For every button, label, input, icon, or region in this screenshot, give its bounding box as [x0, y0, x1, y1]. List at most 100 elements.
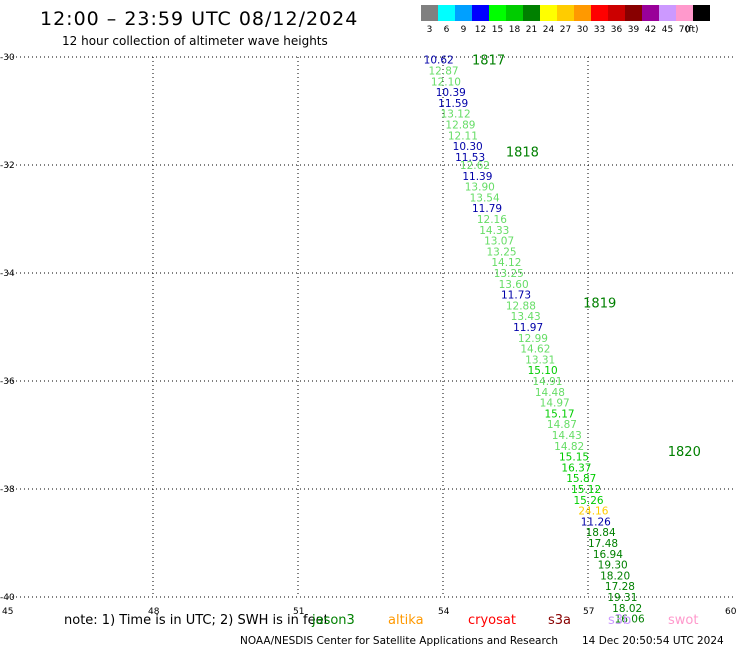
wave-height-label: 16.37: [561, 462, 591, 474]
credit-line: NOAA/NESDIS Center for Satellite Applica…: [240, 635, 558, 647]
wave-height-label: 13.25: [494, 268, 524, 280]
wave-height-label: 13.25: [487, 246, 517, 258]
legend-swatch: [523, 5, 540, 21]
y-tick-label: -36: [0, 377, 15, 387]
legend-label: 15: [491, 25, 504, 35]
page-title: 12:00 – 23:59 UTC 08/12/2024: [40, 8, 359, 30]
wave-height-label: 11.53: [455, 152, 485, 164]
legend-label: 27: [559, 25, 572, 35]
legend-label: 33: [593, 25, 606, 35]
wave-height-label: 12.62: [460, 160, 490, 172]
legend-label: 30: [576, 25, 589, 35]
legend-swatch: [693, 5, 710, 21]
wave-height-label: 19.31: [607, 592, 637, 604]
legend-label: 18: [508, 25, 521, 35]
y-tick-label: -32: [0, 161, 15, 171]
wave-height-label: 11.26: [581, 516, 611, 528]
legend-swatch: [557, 5, 574, 21]
wave-height-label: 13.54: [470, 192, 500, 204]
x-tick-label: 45: [2, 607, 13, 617]
wave-height-label: 10.30: [453, 141, 483, 153]
legend-label: 39: [627, 25, 640, 35]
legend-label: 36: [610, 25, 623, 35]
wave-height-label: 10.62: [424, 55, 454, 67]
wave-height-label: 11.97: [513, 322, 543, 334]
wave-height-label: 16.94: [593, 549, 623, 561]
legend-swatch: [455, 5, 472, 21]
wave-height-label: 15.87: [566, 473, 596, 485]
wave-height-label: 14.82: [554, 441, 584, 453]
page-subtitle: 12 hour collection of altimeter wave hei…: [62, 34, 328, 48]
wave-height-label: 12.16: [477, 214, 507, 226]
wave-height-label: 12.10: [431, 76, 461, 88]
wave-height-label: 14.12: [491, 257, 521, 269]
wave-height-label: 11.73: [501, 290, 531, 302]
wave-height-label: 12.89: [445, 120, 475, 132]
wave-height-label: 11.79: [472, 203, 502, 215]
legend-label: 6: [443, 25, 450, 35]
legend-label: 70: [678, 25, 691, 35]
wave-height-label: 24.16: [578, 506, 608, 518]
legend-swatch: [472, 5, 489, 21]
legend-swatch: [591, 5, 608, 21]
legend-label: 45: [661, 25, 674, 35]
data-labels: 10.6212.8712.1010.3911.5913.1212.8912.11…: [424, 55, 645, 626]
time-labels: 1817 1818 1819 1820: [472, 54, 701, 461]
wave-height-label: 15.12: [571, 484, 601, 496]
wave-height-label: 16.06: [615, 614, 645, 626]
wave-height-label: 13.07: [484, 236, 514, 248]
time-label: 1820: [668, 445, 701, 460]
axis-ticks: 45 48 51 54 57 60 -30 -32 -34 -36 -38 -40: [0, 53, 737, 617]
mission-label: s3a: [548, 613, 572, 628]
wave-height-label: 14.43: [552, 430, 582, 442]
mission-label: altika: [388, 613, 424, 628]
wave-height-label: 11.59: [438, 98, 468, 110]
mission-label: s3b: [608, 613, 632, 628]
mission-label: cryosat: [468, 613, 516, 628]
wave-height-label: 14.48: [535, 387, 565, 399]
legend-unit: (ft): [685, 25, 699, 35]
legend-label: 24: [542, 25, 555, 35]
x-tick-label: 60: [725, 607, 737, 617]
wave-height-label: 18.20: [600, 570, 630, 582]
generated-timestamp: 14 Dec 20:50:54 UTC 2024: [582, 635, 724, 647]
legend-label: 21: [525, 25, 538, 35]
footer-note: note: 1) Time is in UTC; 2) SWH is in fe…: [64, 613, 329, 628]
x-tick-label: 48: [148, 607, 160, 617]
wave-height-label: 14.33: [479, 225, 509, 237]
mission-label: swot: [668, 613, 699, 628]
legend-swatch: [608, 5, 625, 21]
y-tick-label: -34: [0, 269, 15, 279]
wave-height-label: 15.26: [574, 495, 604, 507]
wave-height-label: 12.88: [506, 300, 536, 312]
wave-height-label: 13.43: [511, 311, 541, 323]
legend-swatch: [659, 5, 676, 21]
wave-height-label: 13.12: [441, 109, 471, 121]
mission-label: jason3: [312, 613, 355, 628]
wave-height-label: 12.99: [518, 333, 548, 345]
wave-height-label: 17.48: [588, 538, 618, 550]
wave-height-label: 10.39: [436, 87, 466, 99]
legend-swatch: [489, 5, 506, 21]
wave-height-label: 15.10: [528, 365, 558, 377]
wave-height-label: 13.31: [525, 354, 555, 366]
legend-label: 3: [426, 25, 433, 35]
y-tick-label: -40: [0, 593, 15, 603]
legend-swatch: [642, 5, 659, 21]
wave-height-label: 11.39: [462, 171, 492, 183]
wave-height-label: 15.15: [559, 452, 589, 464]
legend-swatch: [676, 5, 693, 21]
wave-height-label: 13.90: [465, 182, 495, 194]
wave-height-label: 12.11: [448, 130, 478, 142]
wave-height-label: 14.87: [547, 419, 577, 431]
wave-height-label: 14.62: [520, 344, 550, 356]
time-label: 1817: [472, 54, 505, 69]
wave-height-label: 18.84: [586, 527, 616, 539]
legend-swatch: [574, 5, 591, 21]
legend-swatch: [421, 5, 438, 21]
x-tick-label: 57: [583, 607, 594, 617]
wave-height-label: 19.30: [598, 560, 628, 572]
wave-height-label: 12.87: [429, 66, 459, 78]
x-tick-label: 54: [438, 607, 450, 617]
